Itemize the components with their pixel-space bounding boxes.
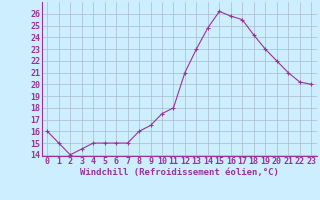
X-axis label: Windchill (Refroidissement éolien,°C): Windchill (Refroidissement éolien,°C) xyxy=(80,168,279,177)
